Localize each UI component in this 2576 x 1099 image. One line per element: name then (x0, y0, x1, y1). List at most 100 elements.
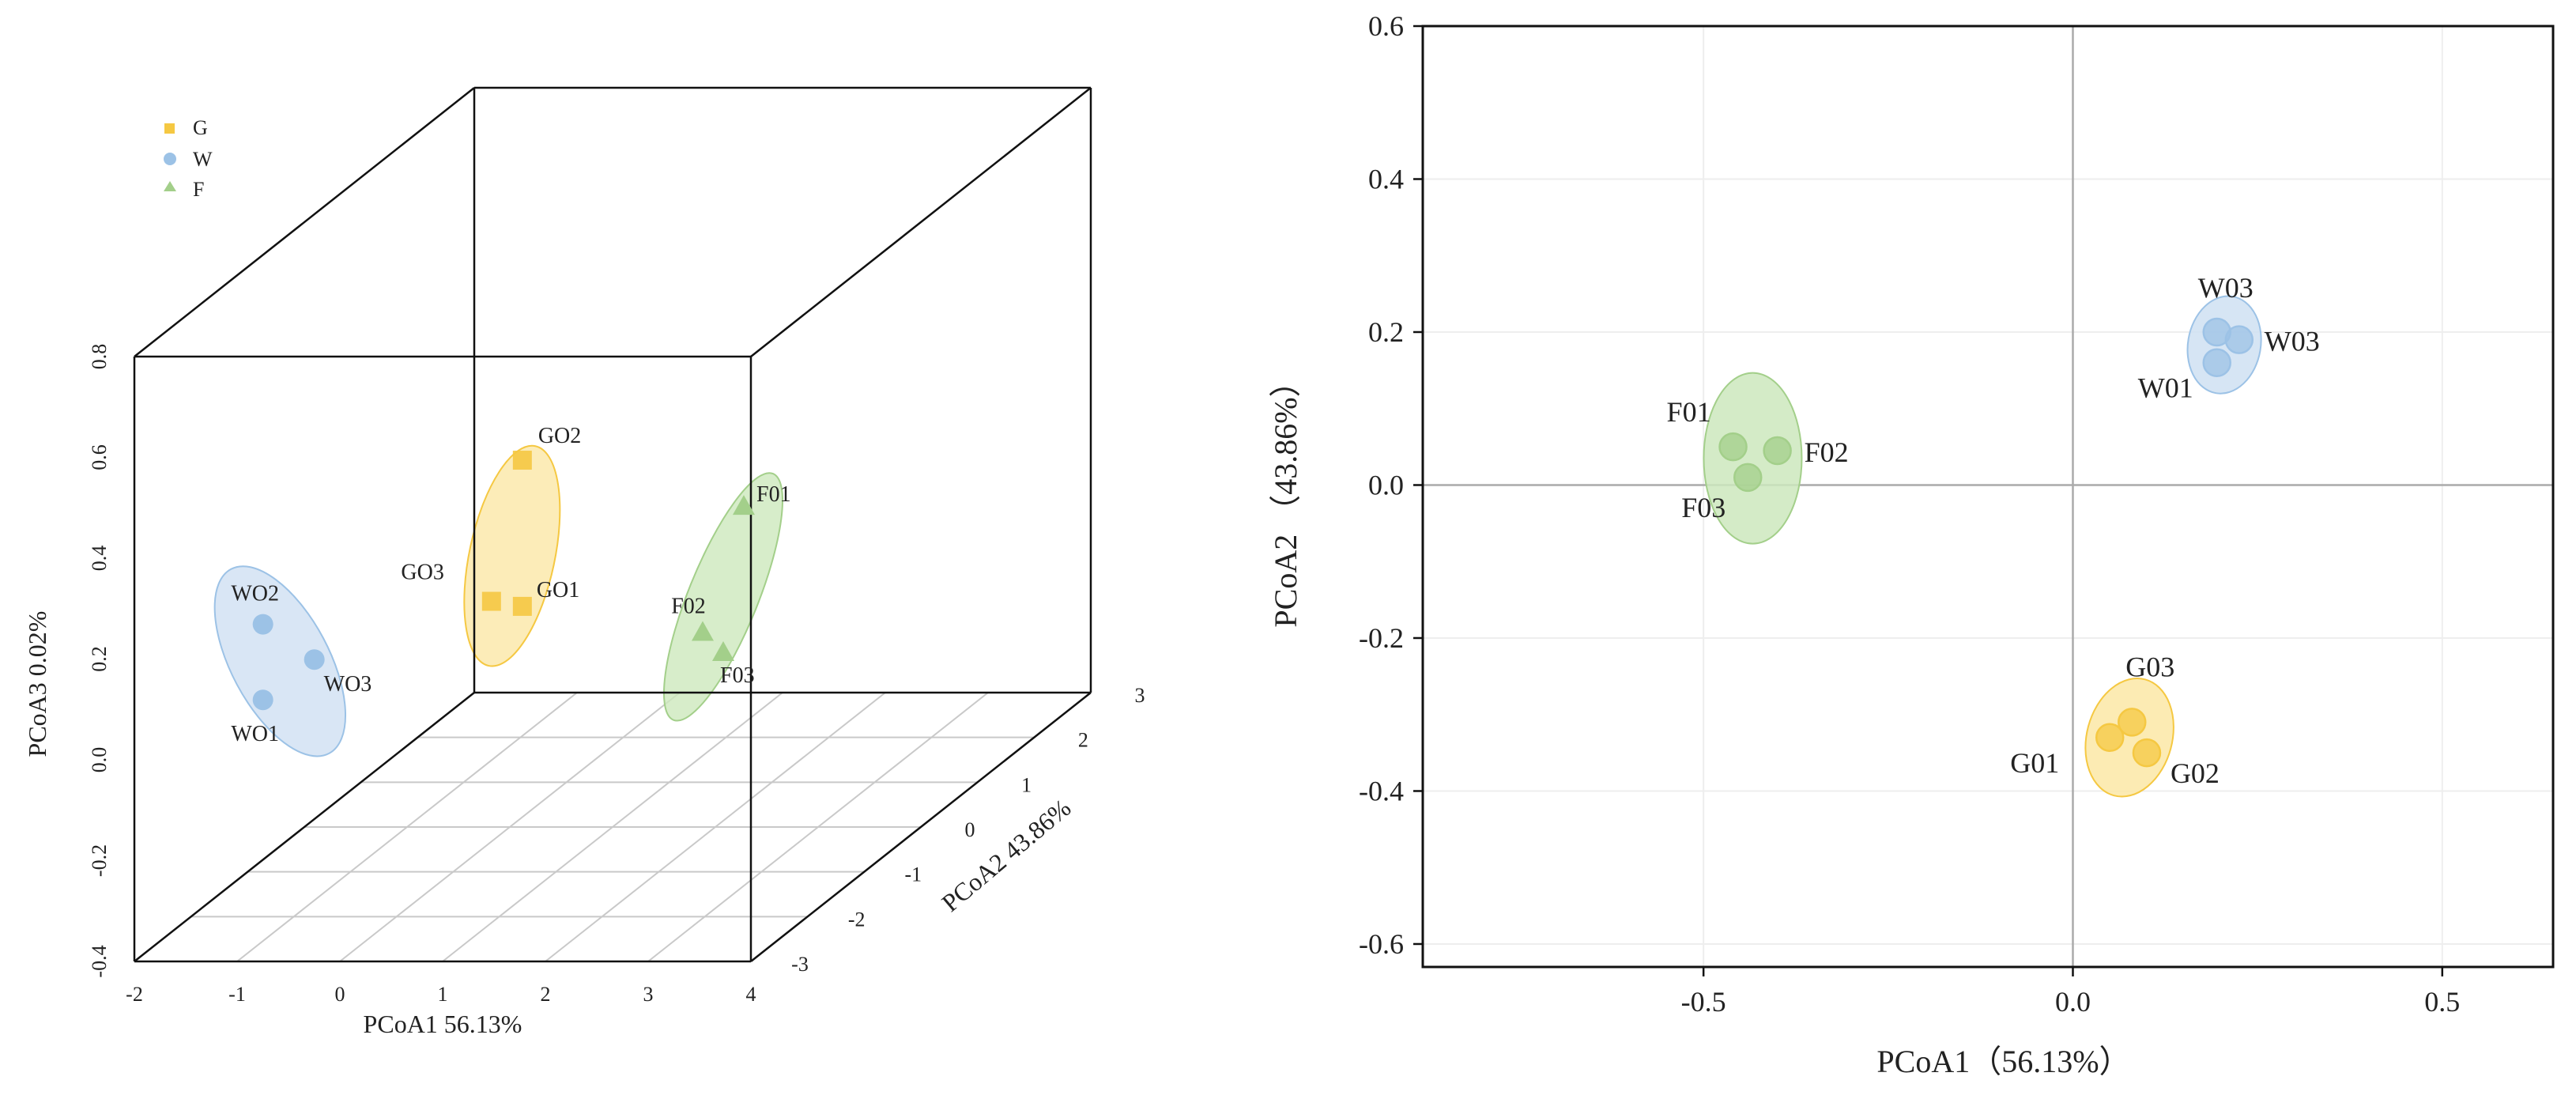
point-label-F03: F03 (1681, 492, 1726, 523)
point-label-W01: W01 (2138, 372, 2193, 404)
point-F02 (1763, 436, 1792, 466)
ellipse-G (2084, 678, 2174, 798)
y-tick-label: 3 (1135, 684, 1145, 707)
x-tick-label: 3 (643, 983, 654, 1006)
point-WO1 (252, 689, 273, 711)
group-ellipses-3d (213, 444, 783, 757)
point-WO2 (252, 614, 273, 635)
x-tick-label: -1 (228, 983, 246, 1006)
x-tick-label: -0.5 (1681, 986, 1726, 1018)
plot-frame (1421, 25, 2555, 969)
z-tick-label: 0.2 (88, 646, 111, 672)
point-label-GO1: GO1 (537, 578, 579, 602)
point-label-WO1: WO1 (231, 722, 279, 746)
point-label-F01: F01 (756, 482, 791, 507)
y-tick-label: 0 (965, 818, 975, 841)
point-F01 (733, 495, 755, 516)
legend-label-F: F (193, 178, 204, 201)
point-label-WO3: WO3 (324, 672, 372, 697)
point-label-W03: W03 (2265, 326, 2320, 357)
y-tick-label: 0.6 (1368, 10, 1404, 42)
point-G01 (2095, 723, 2125, 753)
x-axis-title-3d: PCoA1 56.13% (364, 1010, 522, 1038)
bounding-box (133, 86, 1092, 963)
y-tick-label: -1 (904, 863, 922, 886)
z-tick-label: 0.6 (88, 444, 111, 470)
point-GO2 (512, 451, 532, 470)
grid-lines-2d (1423, 25, 2553, 967)
ellipse-F (1703, 372, 1803, 545)
z-axis-title-3d: PCoA3 0.02% (23, 611, 51, 757)
x-tick-label: 0 (335, 983, 345, 1006)
x-axis-title-2d: PCoA1（56.13%） (1876, 1044, 2130, 1079)
z-tick-label: 0.4 (88, 546, 111, 572)
box-edge-8 (750, 87, 1092, 357)
box-edge-11 (134, 692, 475, 962)
z-tick-label: -0.4 (88, 945, 111, 977)
point-F03 (1733, 463, 1763, 493)
point-F03 (712, 641, 734, 661)
point-F01 (1718, 432, 1748, 462)
point-label-W03: W03 (2198, 272, 2254, 304)
box-edge-10 (134, 87, 475, 357)
ellipse-W (2186, 295, 2262, 395)
point-W01 (2202, 348, 2231, 377)
y-tick-label: 1 (1021, 773, 1032, 796)
box-edge-1 (750, 692, 1092, 962)
y-tick-label: -0.2 (1359, 622, 1404, 654)
ellipse-G (463, 444, 561, 667)
point-label-F02: F02 (671, 595, 706, 619)
floor-grid (190, 692, 1035, 962)
axis-ticks-3d: -2 -1 0 1 2 3 4 -3 -2 -1 0 1 2 3 -0.4 -0.2 0.0 0.2 0.4 0.6 0… (88, 344, 1145, 1006)
y-axis-title-2d: PCoA2 （43.86%） (1268, 365, 1303, 627)
point-GO1 (512, 596, 532, 616)
data-points-2d (1718, 317, 2254, 768)
x-tick-label: 0.5 (2424, 986, 2460, 1018)
legend: G W F (164, 116, 213, 201)
point-WO3 (304, 649, 325, 670)
point-W03 (2224, 325, 2254, 354)
zero-lines (1423, 26, 2553, 967)
x-tick-label: 4 (746, 983, 756, 1006)
data-points-3d (252, 451, 755, 711)
ellipse-W (213, 565, 347, 757)
y-tick-label: -0.4 (1359, 775, 1404, 806)
point-label-G03: G03 (2125, 651, 2174, 682)
y-tick-label: 0.0 (1368, 469, 1404, 500)
y-tick-label: -3 (791, 953, 809, 976)
x-tick-label: -2 (126, 983, 143, 1006)
legend-label-W: W (193, 148, 213, 171)
point-F02 (692, 621, 714, 641)
point-label-G02: G02 (2171, 757, 2220, 789)
x-tick-label: 2 (541, 983, 551, 1006)
point-label-F02: F02 (1805, 436, 1849, 468)
y-tick-label: -2 (848, 908, 866, 931)
point-G03 (2118, 708, 2147, 737)
z-tick-label: 0.0 (88, 747, 111, 773)
point-labels-3d: GO1 GO2 GO3 WO1 WO2 WO3 F01 F02 F03 (231, 424, 790, 746)
group-ellipses-2d (1703, 295, 2262, 798)
y-tick-label: 2 (1078, 729, 1088, 752)
axis-ticks-2d: -0.5 0.0 0.5 -0.6 -0.4 -0.2 0.0 0.2 0.4 0.6 (1359, 10, 2460, 1018)
point-label-G01: G01 (2010, 747, 2059, 779)
y-axis-title-3d: PCoA2 43.86% (936, 793, 1076, 917)
legend-marker-W (164, 153, 176, 165)
point-label-WO2: WO2 (231, 582, 279, 606)
point-GO3 (481, 591, 501, 611)
point-label-GO3: GO3 (401, 561, 443, 585)
point-labels-2d: F01 F02 F03 W03 W03 W01 G01 G02 G03 (1667, 272, 2320, 789)
y-tick-label: 0.2 (1368, 316, 1404, 348)
legend-label-G: G (193, 116, 208, 139)
x-tick-label: 1 (438, 983, 448, 1006)
pcoa-2d-panel: F01 F02 F03 W03 W03 W01 G01 G02 G03 -0.5 0.0 0.5 -0… (1268, 10, 2555, 1079)
y-tick-label: -0.6 (1359, 928, 1404, 960)
point-label-F03: F03 (720, 663, 755, 688)
legend-marker-F (164, 181, 176, 191)
point-label-F01: F01 (1667, 396, 1711, 428)
point-label-GO2: GO2 (538, 424, 581, 448)
ellipse-F (663, 472, 783, 722)
z-tick-label: -0.2 (88, 844, 111, 877)
y-tick-label: 0.4 (1368, 163, 1404, 194)
